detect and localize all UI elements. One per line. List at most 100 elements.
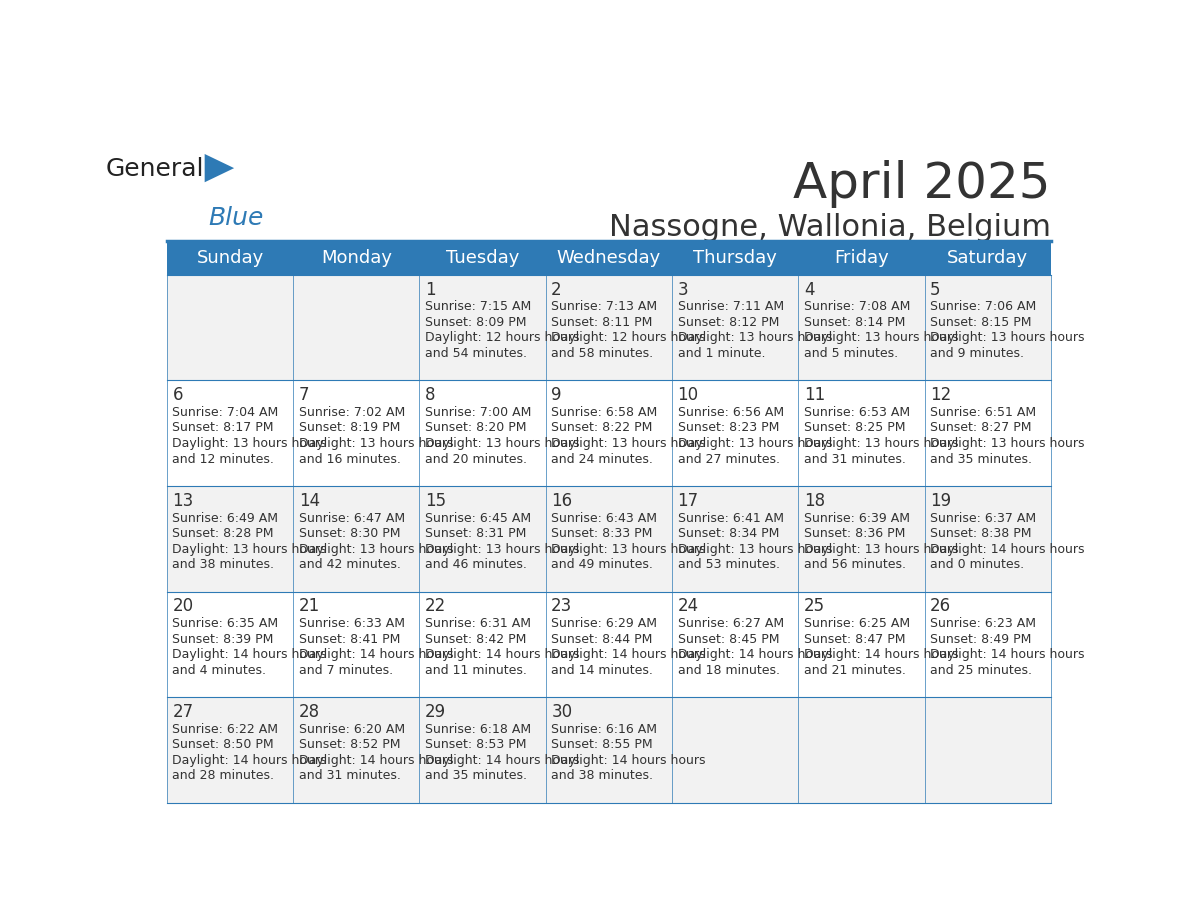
Text: and 56 minutes.: and 56 minutes. bbox=[804, 558, 905, 571]
Text: Monday: Monday bbox=[321, 249, 392, 267]
Bar bbox=[419, 698, 545, 803]
Bar bbox=[798, 486, 924, 592]
Text: 15: 15 bbox=[425, 492, 447, 509]
Bar bbox=[293, 274, 419, 380]
Bar bbox=[293, 592, 419, 698]
Text: Sunset: 8:28 PM: Sunset: 8:28 PM bbox=[172, 527, 274, 540]
Text: and 9 minutes.: and 9 minutes. bbox=[930, 347, 1024, 360]
Text: and 58 minutes.: and 58 minutes. bbox=[551, 347, 653, 360]
Text: Daylight: 14 hours hours: Daylight: 14 hours hours bbox=[298, 648, 453, 661]
Text: Sunrise: 6:56 AM: Sunrise: 6:56 AM bbox=[677, 406, 784, 419]
Bar bbox=[545, 241, 672, 274]
Text: Sunrise: 6:23 AM: Sunrise: 6:23 AM bbox=[930, 617, 1036, 630]
Text: 9: 9 bbox=[551, 386, 562, 404]
Bar bbox=[798, 592, 924, 698]
Text: Sunset: 8:12 PM: Sunset: 8:12 PM bbox=[677, 316, 779, 329]
Text: Thursday: Thursday bbox=[693, 249, 777, 267]
Text: 18: 18 bbox=[804, 492, 824, 509]
Bar bbox=[672, 592, 798, 698]
Text: Sunset: 8:15 PM: Sunset: 8:15 PM bbox=[930, 316, 1031, 329]
Text: 22: 22 bbox=[425, 598, 447, 615]
Text: 14: 14 bbox=[298, 492, 320, 509]
Bar bbox=[924, 380, 1051, 486]
Text: 20: 20 bbox=[172, 598, 194, 615]
Text: Sunrise: 6:41 AM: Sunrise: 6:41 AM bbox=[677, 511, 784, 524]
Text: Sunset: 8:20 PM: Sunset: 8:20 PM bbox=[425, 421, 526, 434]
Bar bbox=[672, 241, 798, 274]
Text: Sunset: 8:47 PM: Sunset: 8:47 PM bbox=[804, 633, 905, 645]
Text: Sunrise: 7:08 AM: Sunrise: 7:08 AM bbox=[804, 300, 910, 313]
Text: and 7 minutes.: and 7 minutes. bbox=[298, 664, 393, 677]
Text: General: General bbox=[106, 157, 204, 181]
Text: Daylight: 13 hours hours: Daylight: 13 hours hours bbox=[172, 437, 327, 450]
Bar bbox=[545, 274, 672, 380]
Text: Sunrise: 7:15 AM: Sunrise: 7:15 AM bbox=[425, 300, 531, 313]
Bar bbox=[672, 380, 798, 486]
Text: Sunset: 8:45 PM: Sunset: 8:45 PM bbox=[677, 633, 779, 645]
Bar bbox=[419, 486, 545, 592]
Text: Sunrise: 6:45 AM: Sunrise: 6:45 AM bbox=[425, 511, 531, 524]
Text: 12: 12 bbox=[930, 386, 952, 404]
Text: Daylight: 13 hours hours: Daylight: 13 hours hours bbox=[930, 437, 1085, 450]
Text: Blue: Blue bbox=[208, 207, 264, 230]
Text: and 20 minutes.: and 20 minutes. bbox=[425, 453, 527, 465]
Bar bbox=[166, 592, 293, 698]
Text: Sunrise: 6:18 AM: Sunrise: 6:18 AM bbox=[425, 722, 531, 735]
Text: Sunset: 8:17 PM: Sunset: 8:17 PM bbox=[172, 421, 274, 434]
Text: Sunset: 8:39 PM: Sunset: 8:39 PM bbox=[172, 633, 273, 645]
Text: Sunset: 8:09 PM: Sunset: 8:09 PM bbox=[425, 316, 526, 329]
Text: Daylight: 14 hours hours: Daylight: 14 hours hours bbox=[425, 754, 580, 767]
Bar bbox=[166, 274, 293, 380]
Text: 11: 11 bbox=[804, 386, 824, 404]
Text: Sunset: 8:53 PM: Sunset: 8:53 PM bbox=[425, 738, 526, 751]
Text: Daylight: 13 hours hours: Daylight: 13 hours hours bbox=[298, 437, 453, 450]
Text: Daylight: 14 hours hours: Daylight: 14 hours hours bbox=[930, 543, 1085, 555]
Text: Sunrise: 6:31 AM: Sunrise: 6:31 AM bbox=[425, 617, 531, 630]
Text: Sunset: 8:25 PM: Sunset: 8:25 PM bbox=[804, 421, 905, 434]
Text: and 49 minutes.: and 49 minutes. bbox=[551, 558, 653, 571]
Text: Sunrise: 7:13 AM: Sunrise: 7:13 AM bbox=[551, 300, 657, 313]
Text: and 31 minutes.: and 31 minutes. bbox=[804, 453, 905, 465]
Text: and 46 minutes.: and 46 minutes. bbox=[425, 558, 526, 571]
Text: and 16 minutes.: and 16 minutes. bbox=[298, 453, 400, 465]
Text: Daylight: 13 hours hours: Daylight: 13 hours hours bbox=[677, 331, 832, 344]
Text: 13: 13 bbox=[172, 492, 194, 509]
Text: and 4 minutes.: and 4 minutes. bbox=[172, 664, 266, 677]
Bar bbox=[672, 486, 798, 592]
Text: and 27 minutes.: and 27 minutes. bbox=[677, 453, 779, 465]
Bar bbox=[166, 380, 293, 486]
Bar bbox=[924, 698, 1051, 803]
Text: Sunrise: 7:04 AM: Sunrise: 7:04 AM bbox=[172, 406, 279, 419]
Text: Wednesday: Wednesday bbox=[557, 249, 661, 267]
Text: and 24 minutes.: and 24 minutes. bbox=[551, 453, 653, 465]
Bar bbox=[419, 380, 545, 486]
Text: Daylight: 14 hours hours: Daylight: 14 hours hours bbox=[298, 754, 453, 767]
Text: Sunset: 8:31 PM: Sunset: 8:31 PM bbox=[425, 527, 526, 540]
Bar bbox=[798, 698, 924, 803]
Text: 23: 23 bbox=[551, 598, 573, 615]
Bar bbox=[419, 592, 545, 698]
Text: and 18 minutes.: and 18 minutes. bbox=[677, 664, 779, 677]
Text: Daylight: 13 hours hours: Daylight: 13 hours hours bbox=[804, 543, 959, 555]
Text: Daylight: 14 hours hours: Daylight: 14 hours hours bbox=[804, 648, 959, 661]
Text: Sunset: 8:38 PM: Sunset: 8:38 PM bbox=[930, 527, 1031, 540]
Bar bbox=[924, 592, 1051, 698]
Text: Sunrise: 6:22 AM: Sunrise: 6:22 AM bbox=[172, 722, 278, 735]
Text: April 2025: April 2025 bbox=[794, 160, 1051, 207]
Text: and 38 minutes.: and 38 minutes. bbox=[172, 558, 274, 571]
Text: Sunrise: 7:11 AM: Sunrise: 7:11 AM bbox=[677, 300, 784, 313]
Bar bbox=[293, 486, 419, 592]
Text: Sunset: 8:27 PM: Sunset: 8:27 PM bbox=[930, 421, 1031, 434]
Text: Sunset: 8:41 PM: Sunset: 8:41 PM bbox=[298, 633, 400, 645]
Text: 24: 24 bbox=[677, 598, 699, 615]
Text: Daylight: 13 hours hours: Daylight: 13 hours hours bbox=[298, 543, 453, 555]
Text: Sunset: 8:23 PM: Sunset: 8:23 PM bbox=[677, 421, 779, 434]
Text: Sunset: 8:33 PM: Sunset: 8:33 PM bbox=[551, 527, 652, 540]
Bar bbox=[924, 274, 1051, 380]
Text: and 11 minutes.: and 11 minutes. bbox=[425, 664, 526, 677]
Text: and 5 minutes.: and 5 minutes. bbox=[804, 347, 898, 360]
Text: Daylight: 14 hours hours: Daylight: 14 hours hours bbox=[172, 648, 327, 661]
Text: Sunrise: 6:49 AM: Sunrise: 6:49 AM bbox=[172, 511, 278, 524]
Text: 27: 27 bbox=[172, 703, 194, 721]
Bar bbox=[672, 698, 798, 803]
